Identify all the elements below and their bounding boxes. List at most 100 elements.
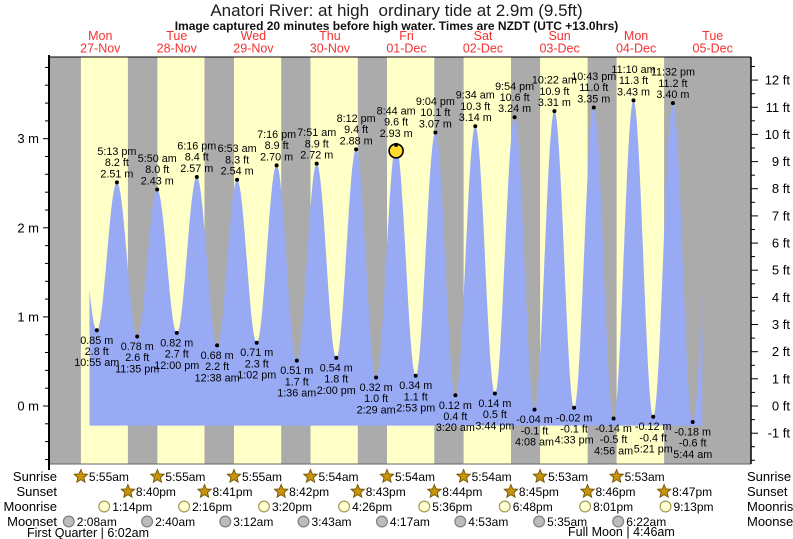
- moon-phase-first-quarter: First Quarter | 6:02am: [27, 526, 150, 539]
- tide-extreme-dot: [473, 124, 478, 129]
- low-tide-label: 0.78 m 2.6 ft 11:35 pm: [115, 341, 159, 375]
- low-tide-label: 0.32 m 1.0 ft 2:29 am: [357, 382, 396, 416]
- tide-extreme-dot: [433, 130, 438, 135]
- sunset-icon: [196, 483, 213, 499]
- day-label: Sun 03-Dec: [539, 29, 579, 56]
- y-axis-left-label: 1 m: [17, 309, 39, 324]
- y-axis-left-label: 3 m: [17, 131, 39, 146]
- low-tide-label: 0.85 m 2.8 ft 10:55 am: [74, 335, 119, 369]
- tide-curve: [89, 100, 703, 426]
- tide-extreme-dot: [94, 328, 99, 333]
- tide-extreme-dot: [651, 414, 656, 419]
- sunset-time: 8:42pm: [289, 485, 329, 499]
- high-tide-label: 7:51 am 8.9 ft 2.72 m: [297, 127, 336, 161]
- low-tide-label: -0.18 m -0.6 ft 5:44 am: [673, 427, 712, 461]
- sunrise-time: 5:54am: [395, 470, 435, 484]
- moonset-time: 6:22am: [626, 515, 666, 529]
- moonrise-row-label-right: Moonrise: [747, 499, 793, 514]
- moonrise-time: 3:20pm: [272, 500, 312, 514]
- high-tide-label: 9:34 am 10.3 ft 3.14 m: [456, 90, 495, 124]
- moonset-time: 2:08am: [77, 515, 117, 529]
- sunrise-icon: [149, 468, 166, 484]
- moonrise-icon: [659, 500, 672, 513]
- tide-extreme-dot: [670, 101, 675, 106]
- y-axis-right-label: 1 ft: [772, 371, 790, 386]
- low-tide-label: -0.12 m -0.4 ft 5:21 pm: [634, 421, 673, 455]
- moonset-time: 3:12am: [233, 515, 273, 529]
- y-axis-right-label: 5 ft: [772, 263, 790, 278]
- moonrise-time: 8:01pm: [593, 500, 633, 514]
- high-tide-label: 11:10 am 11.3 ft 3.43 m: [611, 64, 655, 98]
- moonrise-time: 4:26pm: [352, 500, 392, 514]
- moonrise-time: 9:13pm: [674, 500, 714, 514]
- low-tide-label: -0.14 m -0.5 ft 4:56 am: [594, 423, 633, 457]
- high-tide-label: 8:12 pm 9.4 ft 2.88 m: [337, 113, 376, 147]
- y-axis-right-label: 12 ft: [765, 73, 791, 88]
- high-tide-label: 11:32 pm 11.2 ft 3.40 m: [651, 67, 695, 101]
- low-tide-label: 0.14 m 0.5 ft 3:44 pm: [475, 398, 514, 432]
- tide-extreme-dot: [552, 109, 557, 114]
- high-tide-label: 8:44 am 9.6 ft 2.93 m: [377, 105, 416, 139]
- tide-extreme-dot: [591, 105, 596, 110]
- sunrise-time: 5:54am: [319, 470, 359, 484]
- tide-extreme-dot: [235, 177, 240, 182]
- moonrise-icon: [178, 500, 191, 513]
- tide-extreme-dot: [572, 405, 577, 410]
- high-tide-label: 9:54 pm 10.6 ft 3.24 m: [495, 81, 534, 115]
- moonset-icon: [141, 515, 154, 528]
- y-axis-right: -1 ft 0 ft 1 ft 2 ft 3 ft 4 ft 5 ft 6 ft 7 ft 8 f…: [751, 66, 791, 461]
- y-axis-left-label: 2 m: [17, 220, 39, 235]
- moonrise-icon: [258, 500, 271, 513]
- sunrise-time: 5:54am: [472, 470, 512, 484]
- moonset-icon: [612, 515, 625, 528]
- sunset-row-label-right: Sunset: [747, 484, 788, 499]
- moonset-time: 2:40am: [155, 515, 195, 529]
- tide-extreme-dot: [453, 393, 458, 398]
- moonset-time: 4:17am: [390, 515, 430, 529]
- sunrise-time: 5:55am: [89, 470, 129, 484]
- moonset-icon: [62, 515, 75, 528]
- sunset-icon: [656, 483, 672, 499]
- sunrise-icon: [608, 468, 625, 484]
- tide-extreme-dot: [394, 142, 399, 147]
- tide-extreme-dot: [314, 161, 319, 166]
- moonset-time: 5:35am: [547, 515, 587, 529]
- x-axis-day-labels: Mon 27-Nov Tue 28-Nov Wed 29-Nov Thu 30-Nov Fri 0…: [80, 29, 733, 56]
- moonrise-icon: [98, 500, 111, 513]
- moonset-time: 3:43am: [312, 515, 352, 529]
- day-label: Tue 28-Nov: [157, 29, 198, 56]
- tide-extreme-dot: [532, 407, 537, 412]
- sunset-time: 8:46pm: [596, 485, 636, 499]
- moonrise-icon: [498, 500, 511, 513]
- moonset-icon: [533, 515, 546, 528]
- sunset-icon: [273, 483, 289, 499]
- tide-extreme-dot: [254, 340, 259, 345]
- moonset-icon: [297, 515, 310, 528]
- tide-extreme-dot: [114, 180, 119, 185]
- sunset-row-label-left: Sunset: [16, 484, 57, 499]
- moonrise-row: 1:14pm 2:16pm 3:20pm 4:26pm 5:36pm 6:48pm 8:01…: [98, 500, 714, 514]
- high-tide-label: 10:22 am 10.9 ft 3.31 m: [532, 75, 577, 109]
- high-tide-label: 7:16 pm 8.9 ft 2.70 m: [257, 129, 296, 163]
- moonset-row-label-left: Moonset: [7, 514, 57, 529]
- y-axis-left-label: 0 m: [17, 399, 39, 414]
- y-axis-right-label: -1 ft: [768, 426, 791, 441]
- sunset-icon: [120, 483, 136, 499]
- moonset-time: 4:53am: [468, 515, 508, 529]
- y-axis-right-label: 10 ft: [765, 127, 791, 142]
- sunrise-icon: [455, 468, 472, 484]
- y-axis-right-label: 6 ft: [772, 236, 790, 251]
- sunset-icon: [503, 483, 519, 499]
- day-label: Wed 29-Nov: [233, 29, 274, 56]
- tide-extreme-dot: [631, 98, 636, 103]
- day-label: Mon 27-Nov: [80, 29, 121, 56]
- low-tide-label: -0.04 m -0.1 ft 4:08 am: [515, 414, 554, 448]
- sunset-time: 8:44pm: [442, 485, 482, 499]
- sunset-time: 8:45pm: [519, 485, 559, 499]
- y-axis-right-label: 3 ft: [772, 317, 790, 332]
- sunrise-row: 5:55am 5:55am 5:55am 5:54am 5:54am 5:54am 5:53…: [73, 468, 665, 484]
- moonrise-time: 1:14pm: [112, 500, 152, 514]
- tide-extreme-dot: [334, 355, 339, 360]
- moon-phase-full-moon: Full Moon | 4:46am: [568, 525, 675, 539]
